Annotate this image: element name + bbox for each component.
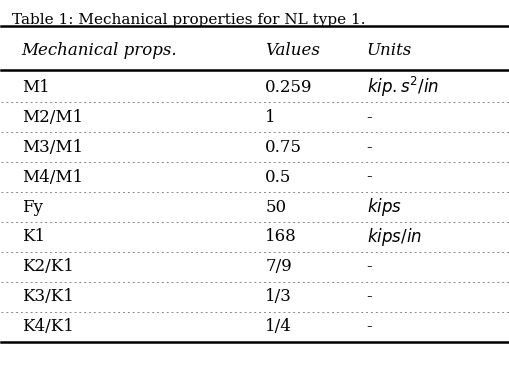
Text: -: - [366, 139, 372, 156]
Text: 0.259: 0.259 [265, 79, 312, 96]
Text: Units: Units [366, 42, 411, 59]
Text: Table 1: Mechanical properties for NL type 1.: Table 1: Mechanical properties for NL ty… [12, 13, 364, 27]
Text: -: - [366, 318, 372, 335]
Text: 1: 1 [265, 109, 275, 125]
Text: $\mathit{kips}$: $\mathit{kips}$ [366, 196, 401, 218]
Text: M3/M1: M3/M1 [22, 139, 82, 156]
Text: 1/3: 1/3 [265, 289, 292, 305]
Text: M4/M1: M4/M1 [22, 169, 82, 185]
Text: -: - [366, 289, 372, 305]
Text: $\mathit{kips/in}$: $\mathit{kips/in}$ [366, 226, 421, 248]
Text: 0.75: 0.75 [265, 139, 301, 156]
Text: Fy: Fy [22, 198, 43, 216]
Text: 7/9: 7/9 [265, 258, 291, 275]
Text: K1: K1 [22, 229, 45, 245]
Text: 50: 50 [265, 198, 286, 216]
Text: 168: 168 [265, 229, 296, 245]
Text: -: - [366, 258, 372, 275]
Text: 0.5: 0.5 [265, 169, 291, 185]
Text: Values: Values [265, 42, 319, 59]
Text: M1: M1 [22, 79, 49, 96]
Text: $\mathit{kip.s}^{2}\mathit{/in}$: $\mathit{kip.s}^{2}\mathit{/in}$ [366, 75, 438, 99]
Text: 1/4: 1/4 [265, 318, 292, 335]
Text: Mechanical props.: Mechanical props. [22, 42, 177, 59]
Text: -: - [366, 169, 372, 185]
Text: M2/M1: M2/M1 [22, 109, 82, 125]
Text: -: - [366, 109, 372, 125]
Text: K3/K1: K3/K1 [22, 289, 73, 305]
Text: K2/K1: K2/K1 [22, 258, 73, 275]
Text: K4/K1: K4/K1 [22, 318, 73, 335]
